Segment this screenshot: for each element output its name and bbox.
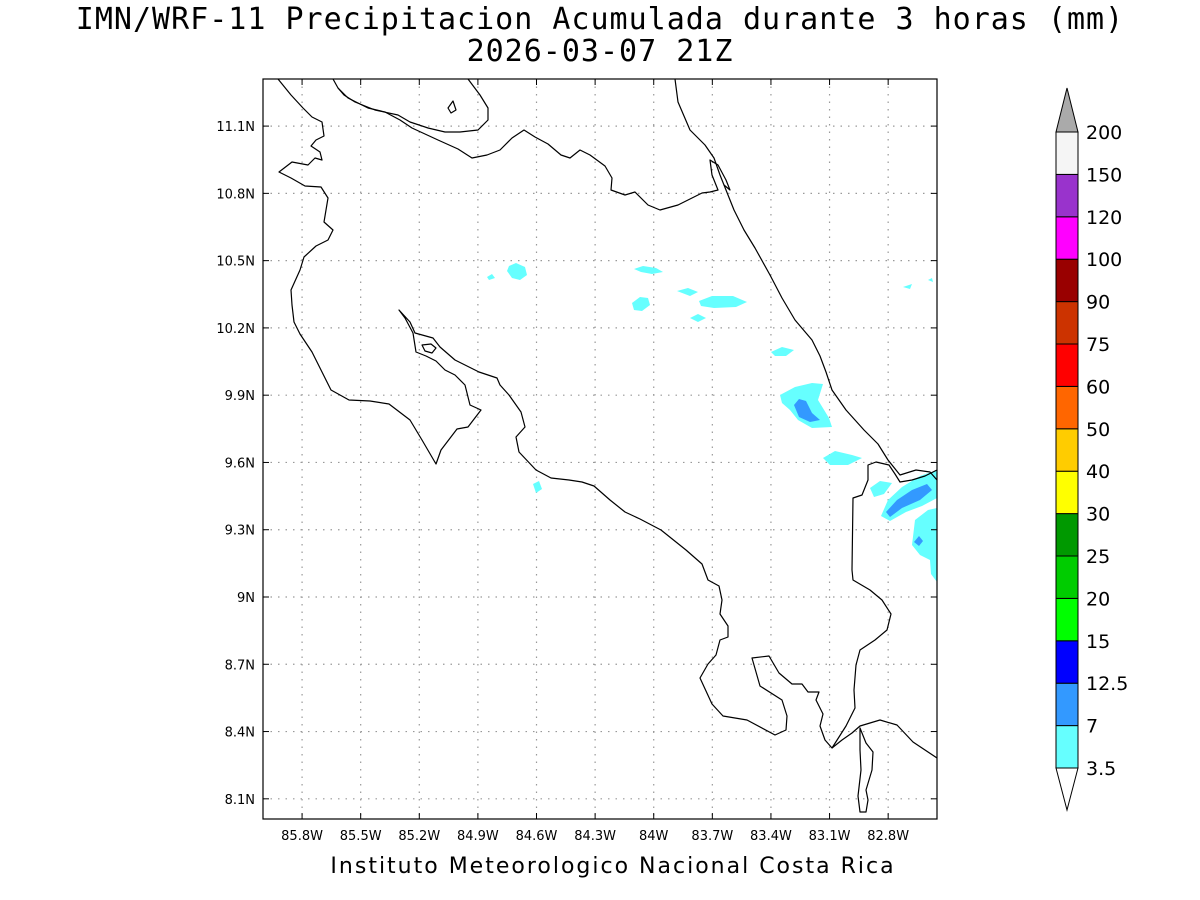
colorbar-swatch (1055, 258, 1079, 303)
colorbar-low-arrow (1055, 767, 1079, 812)
northern-border (332, 79, 731, 211)
colorbar-level-label: 150 (1086, 164, 1122, 186)
pacific-coastline (277, 79, 937, 749)
colorbar-level-label: 3.5 (1086, 758, 1116, 780)
colorbar: 3.5 7 12.5 15 20 25 30 40 50 60 75 90 100 120 150 200 (1055, 87, 1128, 812)
lat-tick-label: 9.9N (225, 389, 255, 404)
map-datetime: 2026-03-07 21Z (466, 34, 734, 69)
lon-tick-label: 83.1W (809, 829, 851, 844)
axis-ticks: 85.8W 85.5W 85.2W 84.9W 84.6W 84.3W 84W 83.7W 83… (216, 79, 937, 844)
lat-tick-label: 9.3N (225, 524, 255, 539)
lat-tick-label: 11.1N (216, 120, 255, 135)
precip-3.5mm-areas (487, 263, 937, 582)
nicaragua-lake-shore (337, 79, 489, 133)
colorbar-level-label: 12.5 (1086, 673, 1128, 695)
lon-tick-label: 85.5W (340, 829, 382, 844)
colorbar-swatch (1055, 301, 1079, 345)
colorbar-level-label: 200 (1086, 122, 1122, 144)
chira-island (421, 343, 437, 354)
colorbar-swatch (1055, 597, 1079, 642)
colorbar-high-arrow (1055, 87, 1079, 133)
lat-tick-label: 9N (237, 591, 255, 606)
colorbar-level-label: 60 (1086, 376, 1110, 398)
lon-tick-label: 84W (639, 829, 669, 844)
lat-tick-label: 10.2N (216, 322, 255, 337)
colorbar-swatch (1055, 173, 1079, 218)
colorbar-swatch (1055, 343, 1079, 387)
colorbar-level-label: 90 (1086, 292, 1110, 314)
caribbean-coast (674, 79, 937, 481)
colorbar-level-label: 15 (1086, 631, 1110, 653)
colorbar-level-label: 30 (1086, 504, 1110, 526)
lon-tick-label: 83.4W (750, 829, 792, 844)
lat-tick-label: 8.4N (225, 726, 255, 741)
colorbar-swatch (1055, 131, 1079, 175)
lon-tick-label: 85.2W (398, 829, 440, 844)
colorbar-swatch (1055, 513, 1079, 557)
southern-border (857, 727, 874, 813)
precip-7mm-areas (794, 399, 932, 546)
coastline-and-borders (277, 79, 937, 813)
map-frame (262, 78, 938, 820)
colorbar-level-label: 40 (1086, 461, 1110, 483)
colorbar-swatch (1055, 470, 1079, 515)
colorbar-level-label: 120 (1086, 207, 1122, 229)
colorbar-swatch (1055, 725, 1079, 769)
colorbar-swatch (1055, 428, 1079, 472)
colorbar-level-label: 25 (1086, 546, 1110, 568)
colorbar-swatch (1055, 640, 1079, 684)
lat-tick-label: 8.7N (225, 658, 255, 673)
lat-tick-label: 10.5N (216, 255, 255, 270)
colorbar-level-label: 7 (1086, 716, 1098, 738)
colorbar-swatch (1055, 555, 1079, 599)
lon-tick-label: 84.9W (457, 829, 499, 844)
lake-island (447, 100, 457, 114)
lon-tick-label: 84.6W (516, 829, 558, 844)
footer-credit: Instituto Meteorologico Nacional Costa R… (330, 854, 896, 879)
colorbar-level-label: 75 (1086, 334, 1110, 356)
lat-tick-label: 9.6N (225, 456, 255, 471)
colorbar-swatch (1055, 216, 1079, 260)
lon-tick-label: 83.7W (691, 829, 733, 844)
colorbar-swatch (1055, 385, 1079, 430)
lat-tick-label: 10.8N (216, 187, 255, 202)
colorbar-swatch (1055, 682, 1079, 727)
colorbar-level-label: 20 (1086, 588, 1110, 610)
lon-tick-label: 84.3W (574, 829, 616, 844)
colorbar-level-label: 100 (1086, 249, 1122, 271)
lon-tick-label: 85.8W (281, 829, 323, 844)
map-grid (263, 79, 937, 819)
colorbar-level-label: 50 (1086, 419, 1110, 441)
map-title: IMN/WRF-11 Precipitacion Acumulada duran… (75, 2, 1125, 37)
lat-tick-label: 8.1N (225, 793, 255, 808)
precipitation-shading (487, 263, 937, 582)
lon-tick-label: 82.8W (867, 829, 909, 844)
burica-peninsula (831, 719, 937, 759)
